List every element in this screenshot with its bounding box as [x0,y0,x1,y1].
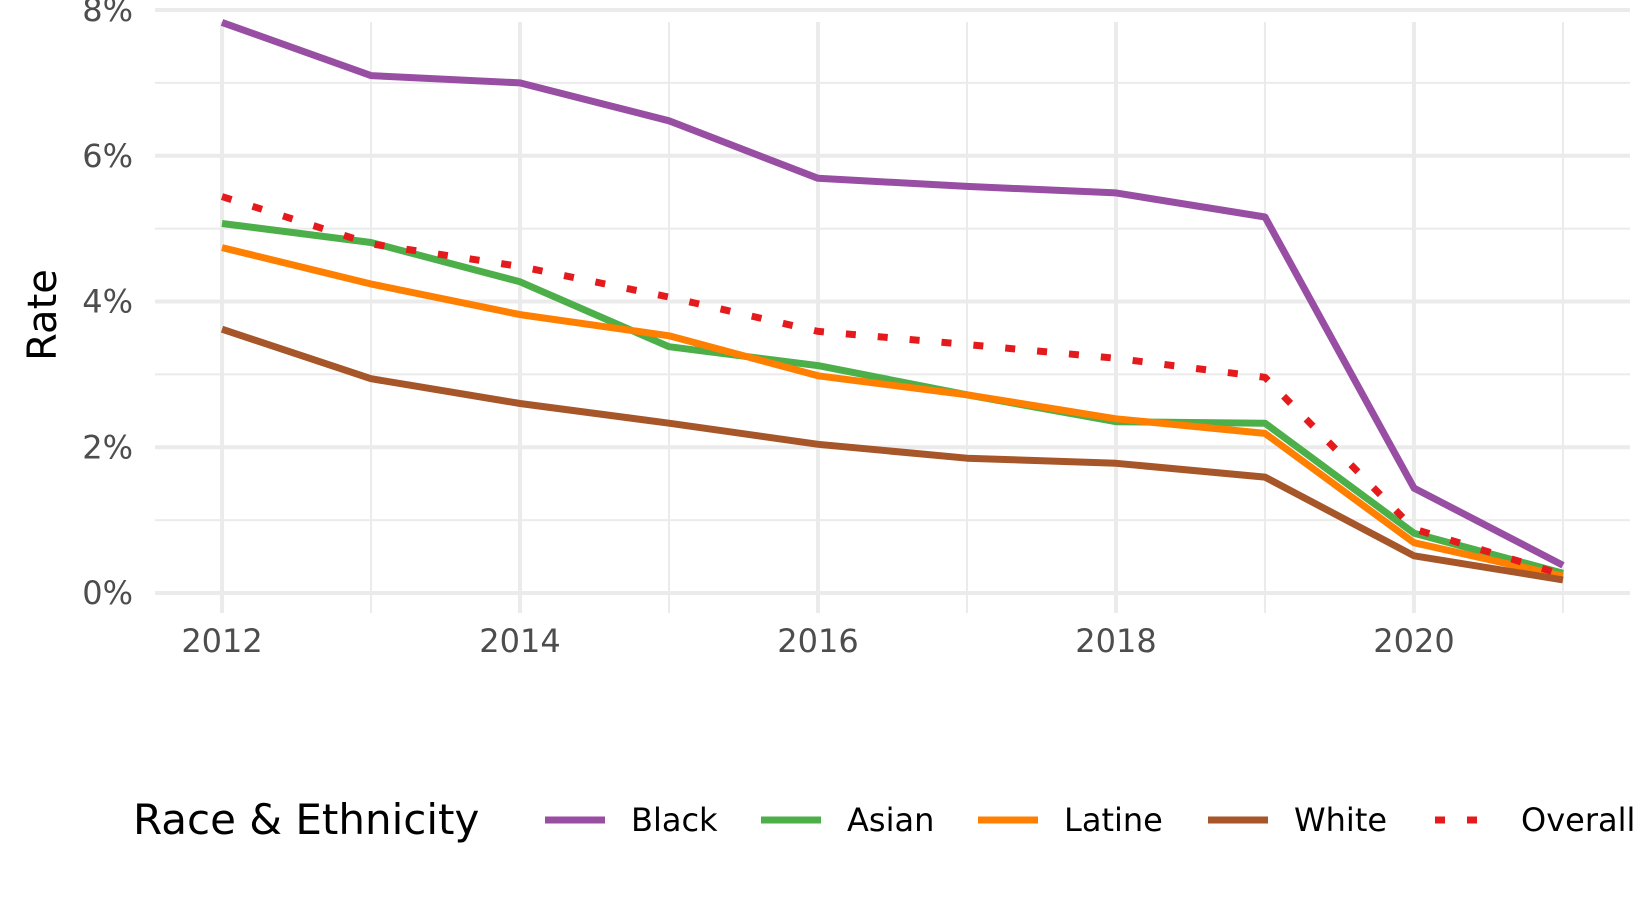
y-tick-label: 6% [82,137,133,175]
series-line-asian [221,220,1564,577]
x-tick-label: 2018 [1075,622,1156,660]
series-line-black [220,19,1565,569]
series-line-latine [221,244,1564,580]
y-tick-label: 0% [82,574,133,612]
legend-label-overall: Overall [1521,801,1635,839]
legend: Race & Ethnicity Black Asian Latine White Ov… [133,795,1635,844]
y-axis-title: Rate [20,269,66,361]
legend-title: Race & Ethnicity [133,795,479,844]
series-line-overall [220,193,1565,579]
legend-label-latine: Latine [1064,801,1163,839]
x-tick-label: 2014 [479,622,560,660]
x-tick-label: 2012 [181,622,262,660]
x-tick-label: 2020 [1373,622,1454,660]
y-tick-label: 4% [82,283,133,321]
y-tick-label: 8% [82,0,133,29]
series-lines [220,19,1565,584]
legend-label-asian: Asian [847,801,934,839]
y-tick-label: 2% [82,428,133,466]
x-tick-label: 2016 [777,622,858,660]
series-line-white [220,325,1564,584]
legend-label-white: White [1294,801,1387,839]
grid-lines [155,8,1630,613]
axes: 0% 2% 4% 6% 8% 2012 2014 2016 2018 2020 [82,0,1454,660]
legend-label-black: Black [631,801,718,839]
